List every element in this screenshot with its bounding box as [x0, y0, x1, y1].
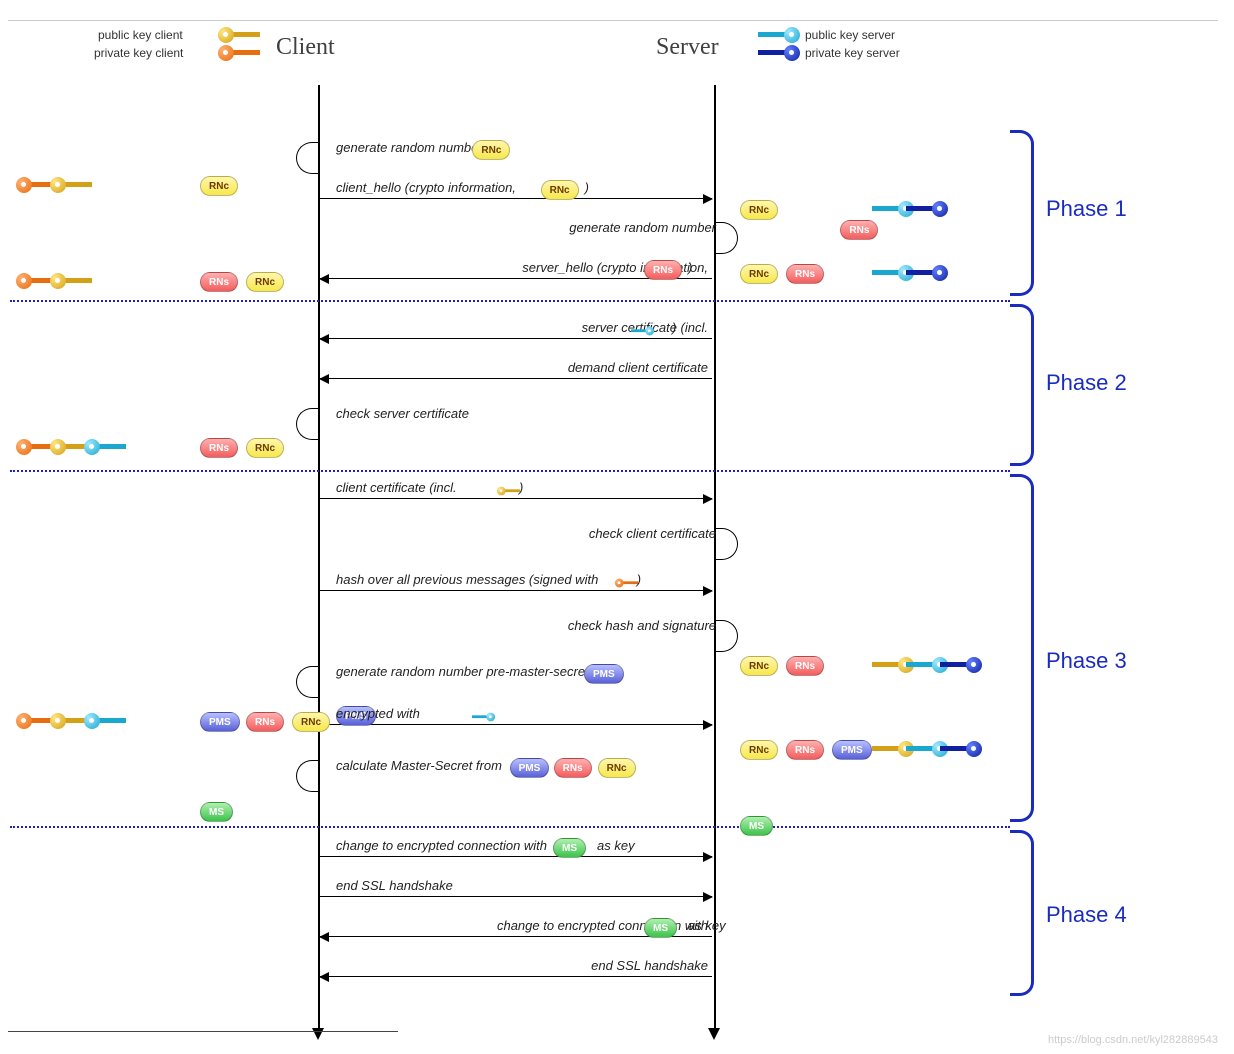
- legend-client-public: public key client: [98, 28, 183, 42]
- client-lifeline: [318, 85, 320, 1030]
- pms-pill: PMS: [510, 758, 550, 778]
- message-suffix: ): [637, 572, 641, 587]
- rns-pill: RNs: [840, 220, 878, 240]
- cyan-key-icon: [630, 326, 654, 336]
- rnc-pill: RNc: [740, 200, 778, 220]
- arrow-client-to-server: [320, 724, 712, 725]
- orange-key-icon: [615, 578, 639, 588]
- rns-pill: RNs: [786, 740, 824, 760]
- rnc-pill: RNc: [472, 140, 510, 160]
- blue-key-icon: [904, 200, 948, 218]
- rns-pill: RNs: [786, 264, 824, 284]
- pms-pill: PMS: [832, 740, 872, 760]
- legend-server-private: private key server: [805, 46, 900, 60]
- server-title: Server: [656, 34, 719, 61]
- bottom-rule: [8, 1031, 398, 1032]
- blue-key-icon: [904, 264, 948, 282]
- ms-pill: MS: [553, 838, 586, 858]
- phase-label: Phase 1: [1046, 196, 1127, 222]
- arrow-client-to-server: [320, 590, 712, 591]
- rns-pill: RNs: [200, 272, 238, 292]
- client-title: Client: [276, 34, 335, 61]
- rnc-pill: RNc: [200, 176, 238, 196]
- rnc-pill: RNc: [740, 740, 778, 760]
- phase-label: Phase 4: [1046, 902, 1127, 928]
- message-text: client_hello (crypto information,: [336, 180, 516, 195]
- message-text: end SSL handshake: [336, 878, 453, 893]
- message-text: change to encrypted connection with: [336, 838, 547, 853]
- arrow-client-to-server: [320, 198, 712, 199]
- self-loop-client: [296, 760, 318, 792]
- ms-pill: MS: [740, 816, 773, 836]
- message-text: generate random number: [336, 140, 483, 155]
- gold-key-icon: [50, 272, 94, 290]
- self-loop-server: [716, 528, 738, 560]
- ms-pill: MS: [644, 918, 677, 938]
- rnc-pill: RNc: [246, 272, 284, 292]
- self-loop-client: [296, 666, 318, 698]
- arrow-client-to-server: [320, 856, 712, 857]
- message-suffix: as key: [688, 918, 726, 933]
- rns-pill: RNs: [644, 260, 682, 280]
- arrow-client-to-server: [320, 896, 712, 897]
- gold-key-icon: [497, 486, 521, 496]
- message-text: check hash and signature: [568, 618, 716, 633]
- cyan-key-icon: [84, 712, 128, 730]
- phase-brace: [1010, 474, 1034, 822]
- phase-brace: [1010, 130, 1034, 296]
- message-text: demand client certificate: [568, 360, 708, 375]
- message-text: calculate Master-Secret from: [336, 758, 502, 773]
- message-suffix: as key: [597, 838, 635, 853]
- blue-key-icon: [938, 656, 982, 674]
- self-loop-server: [716, 222, 738, 254]
- cyan-key-icon: [84, 438, 128, 456]
- arrow-server-to-client: [320, 378, 712, 379]
- phase-brace: [1010, 830, 1034, 996]
- phase-label: Phase 2: [1046, 370, 1127, 396]
- rnc-pill: RNc: [598, 758, 636, 778]
- pms-pill: PMS: [584, 664, 624, 684]
- rnc-pill: RNc: [541, 180, 579, 200]
- message-text: client certificate (incl.: [336, 480, 457, 495]
- message-text: generate random number: [569, 220, 716, 235]
- message-suffix: ): [519, 480, 523, 495]
- phase-label: Phase 3: [1046, 648, 1127, 674]
- legend-client-private: private key client: [94, 46, 183, 60]
- rns-pill: RNs: [200, 438, 238, 458]
- arrow-client-to-server: [320, 498, 712, 499]
- message-suffix: ): [585, 180, 589, 195]
- message-text: hash over all previous messages (signed …: [336, 572, 598, 587]
- ssl-handshake-diagram: public key client private key client pub…: [0, 0, 1234, 1054]
- client-lifeline-end: [312, 1028, 324, 1040]
- message-text: generate random number pre-master-secret: [336, 664, 589, 679]
- gold-key-icon: [50, 176, 94, 194]
- blue-key-icon: [938, 740, 982, 758]
- message-text: check server certificate: [336, 406, 469, 421]
- ms-pill: MS: [200, 802, 233, 822]
- top-rule: [8, 20, 1218, 21]
- cyan-key-icon: [471, 712, 495, 722]
- rnc-pill: RNc: [246, 438, 284, 458]
- self-loop-client: [296, 142, 318, 174]
- message-suffix: ): [688, 260, 692, 275]
- self-loop-server: [716, 620, 738, 652]
- message-text: check client certificate: [589, 526, 716, 541]
- watermark: https://blog.csdn.net/kyl282889543: [1048, 1034, 1218, 1046]
- arrow-server-to-client: [320, 338, 712, 339]
- rns-pill: RNs: [554, 758, 592, 778]
- server-lifeline-end: [708, 1028, 720, 1040]
- arrow-server-to-client: [320, 976, 712, 977]
- rns-pill: RNs: [786, 656, 824, 676]
- message-text: end SSL handshake: [591, 958, 708, 973]
- rns-pill: RNs: [246, 712, 284, 732]
- phase-brace: [1010, 304, 1034, 466]
- message-suffix: ): [672, 320, 676, 335]
- pms-pill: PMS: [200, 712, 240, 732]
- rnc-pill: RNc: [740, 264, 778, 284]
- self-loop-client: [296, 408, 318, 440]
- rnc-pill: RNc: [740, 656, 778, 676]
- legend-server-public: public key server: [805, 28, 895, 42]
- rnc-pill: RNc: [292, 712, 330, 732]
- message-text: encrypted with: [336, 706, 420, 721]
